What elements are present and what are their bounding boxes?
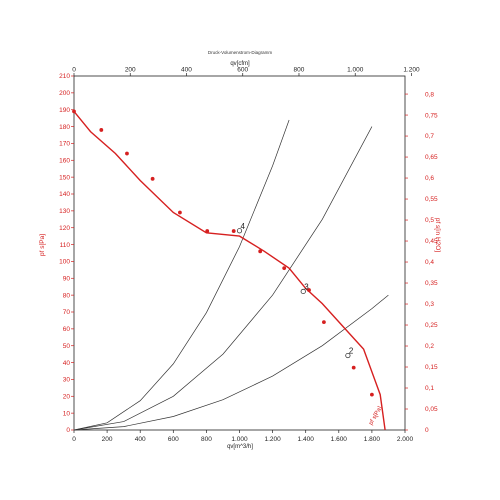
y-left-tick-label: 120 [59, 225, 70, 232]
y-left-tick-label: 40 [63, 360, 71, 367]
x-top-tick-label: 1.000 [347, 67, 364, 74]
y-left-tick-label: 80 [63, 292, 71, 299]
operating-point-label: 3 [304, 282, 309, 291]
y-right-tick-label: 0,3 [425, 301, 434, 308]
fan-curve-point [258, 249, 263, 254]
operating-point-label: 2 [349, 347, 354, 356]
x-bottom-tick-label: 1.400 [298, 436, 315, 443]
operating-point-label: 4 [241, 222, 246, 231]
y-right-tick-label: 0,15 [425, 364, 438, 371]
y-left-tick-label: 200 [59, 90, 70, 97]
y-left-tick-label: 90 [63, 275, 71, 282]
x-top-tick-label: 600 [237, 67, 248, 74]
plot-area: 0102030405060708090100110120130140150160… [39, 61, 441, 450]
x-top-tick-label: 800 [294, 67, 305, 74]
operating-point-marker [236, 228, 243, 234]
fan-curve-point [231, 229, 236, 233]
plot-frame [73, 75, 406, 431]
x-bottom-tick-label: 400 [135, 436, 146, 443]
y-right-tick-label: 0,4 [425, 259, 434, 266]
x-bottom-tick-label: 1.600 [331, 436, 348, 443]
x-bottom-axis-label: qv[m^3/h] [227, 444, 253, 450]
y-right-tick-label: 0 [425, 427, 429, 434]
y-right-tick-label: 0,7 [425, 133, 434, 140]
y-left-tick-label: 180 [59, 124, 70, 131]
x-top-tick-label: 0 [72, 67, 76, 74]
x-bottom-tick-label: 2.000 [397, 436, 414, 443]
y-left-tick-label: 130 [59, 208, 70, 215]
system-curve [73, 294, 389, 431]
y-left-tick-label: 10 [63, 410, 71, 417]
fan-curve-point [370, 392, 374, 397]
fan-curve-point [307, 288, 311, 292]
chart-title: Druck-Volumenstrom-Diagramm [208, 50, 273, 55]
fan-curve-point [125, 151, 129, 156]
system-curve [73, 126, 373, 431]
y-left-tick-label: 110 [60, 242, 71, 249]
y-right-tick-label: 0,65 [425, 154, 438, 161]
y-right-tick-label: 0,5 [425, 217, 434, 224]
curve-end-label: pf s[Pa] [368, 405, 384, 426]
y-left-tick-label: 100 [59, 259, 70, 266]
y-right-tick-label: 0,1 [425, 385, 434, 392]
y-left-tick-label: 210 [59, 73, 70, 80]
fan-curve-point [99, 128, 104, 132]
y-right-tick-label: 0,55 [425, 196, 438, 203]
y-right-tick-label: 0,05 [425, 406, 438, 413]
x-bottom-tick-label: 800 [201, 436, 212, 443]
y-left-tick-label: 30 [63, 377, 71, 384]
x-bottom-tick-label: 600 [168, 436, 179, 443]
y-right-tick-label: 0,8 [425, 91, 434, 98]
y-right-tick-label: 0,2 [425, 343, 434, 350]
x-top-tick-label: 200 [125, 67, 136, 74]
y-left-tick-label: 70 [63, 309, 71, 316]
y-left-axis-label: pf s[Pa] [39, 234, 46, 256]
y-left-tick-label: 150 [59, 174, 70, 181]
y-left-tick-label: 170 [59, 141, 70, 148]
y-left-tick-label: 60 [63, 326, 71, 333]
x-top-axis-label: qv[cfm] [230, 61, 250, 67]
x-top-tick-label: 1.200 [403, 67, 420, 74]
y-left-tick-label: 0 [66, 427, 70, 434]
y-right-tick-label: 0,6 [425, 175, 434, 182]
y-left-tick-label: 20 [63, 393, 71, 400]
y-right-tick-label: 0,25 [425, 322, 438, 329]
fan-curve-line [73, 110, 386, 431]
fan-curve-point [351, 365, 356, 370]
fan-curve-point [322, 320, 326, 325]
operating-point-marker [300, 288, 306, 295]
y-left-tick-label: 190 [59, 107, 70, 114]
y-right-tick-label: 0,45 [425, 238, 438, 245]
y-left-tick-label: 50 [63, 343, 71, 350]
fan-curve-point [205, 229, 210, 233]
x-top-tick-label: 400 [181, 67, 192, 74]
fan-curve-point [150, 176, 155, 181]
y-left-tick-label: 160 [59, 157, 70, 164]
system-curve [73, 119, 290, 431]
x-bottom-tick-label: 200 [102, 436, 113, 443]
y-right-tick-label: 0,35 [425, 280, 438, 287]
x-bottom-tick-label: 1.200 [264, 436, 281, 443]
x-bottom-tick-label: 1.800 [364, 436, 381, 443]
y-right-tick-label: 0,75 [425, 112, 438, 119]
fan-curve-point [178, 210, 182, 215]
x-bottom-tick-label: 0 [72, 436, 76, 443]
operating-point-marker [345, 352, 351, 359]
fan-curve-point [282, 266, 287, 271]
y-right-axis-label: pf s[in H2O] [434, 218, 441, 253]
x-bottom-tick-label: 1.000 [231, 436, 248, 443]
y-left-tick-label: 140 [59, 191, 70, 198]
fan-curve-point [72, 109, 76, 114]
